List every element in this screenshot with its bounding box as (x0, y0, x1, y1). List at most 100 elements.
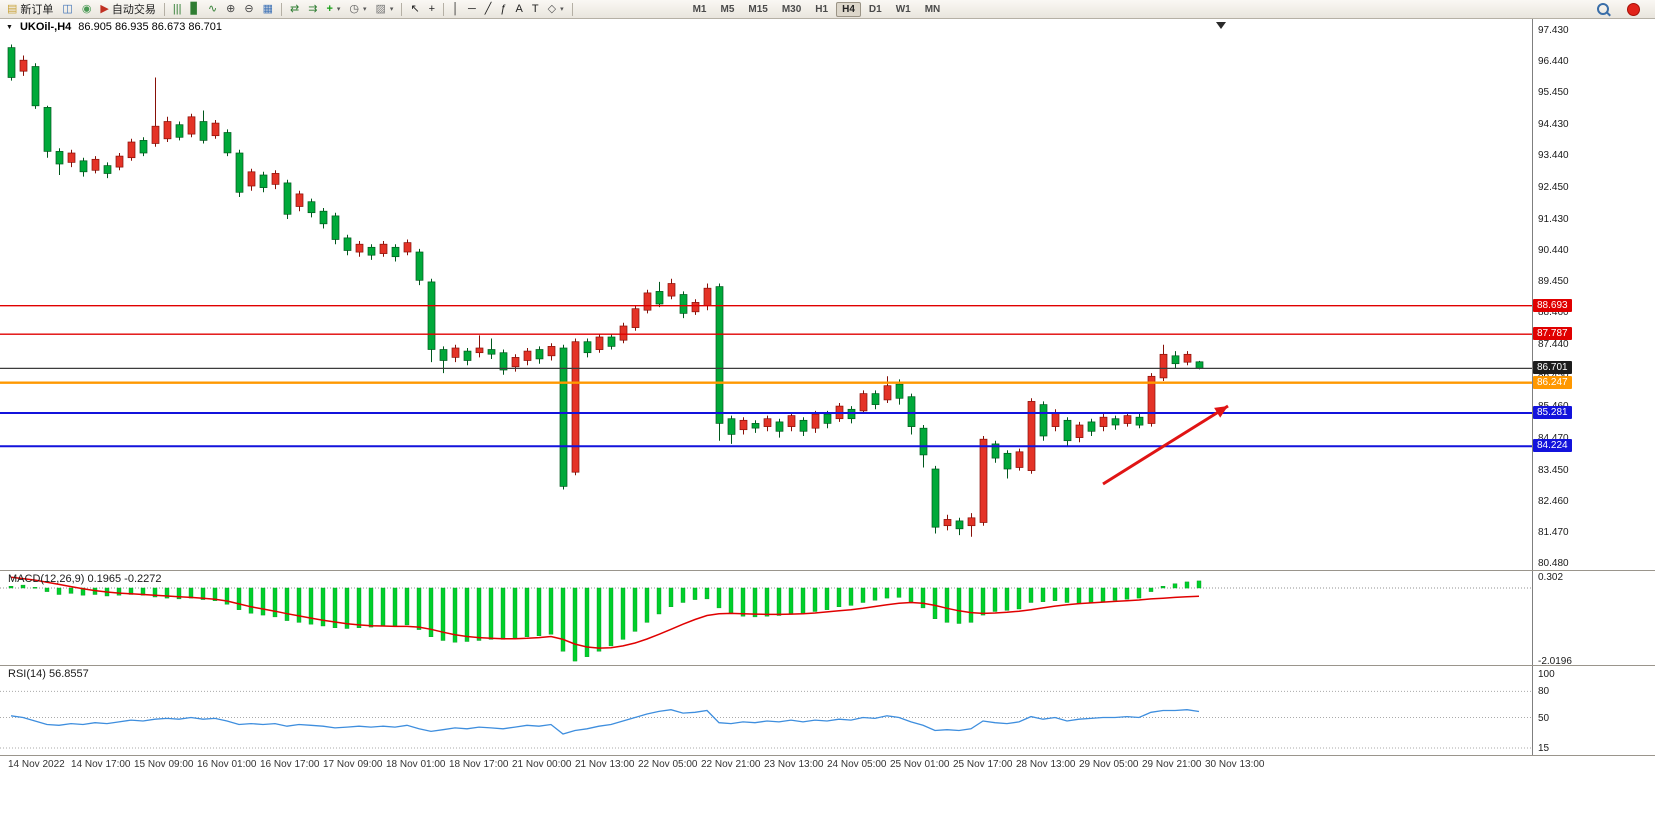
price-tag-87.787: 87.787 (1533, 327, 1572, 341)
price-axis-label: 88.460 (1538, 307, 1569, 319)
price-axis-label: 91.430 (1538, 213, 1569, 225)
candles-mode-button[interactable]: ▊ (186, 0, 202, 18)
zoom-in-icon: ⊕ (226, 3, 236, 15)
time-label: 29 Nov 05:00 (1079, 759, 1139, 770)
timeframe-m30[interactable]: M30 (781, 3, 802, 15)
panel-splitter[interactable] (0, 570, 1655, 571)
rsi-axis-label: 50 (1538, 712, 1550, 724)
price-tag-88.693: 88.693 (1533, 298, 1572, 312)
horizontal-line-button[interactable]: ─ (464, 0, 480, 18)
chart-shift-icon: ⇉ (308, 3, 318, 15)
time-label: 14 Nov 2022 (8, 759, 65, 770)
text-button[interactable]: A (512, 0, 527, 18)
time-label: 16 Nov 17:00 (260, 759, 320, 770)
zoom-out-icon: ⊖ (244, 3, 254, 15)
dropdown-arrow-icon: ▾ (336, 6, 341, 13)
new-order-button[interactable]: ▤ 新订单 (3, 0, 57, 18)
candlestick-icon: ▊ (190, 3, 199, 15)
new-order-button-label: 新订单 (20, 4, 54, 16)
charts-window-button[interactable]: ◫ (58, 0, 76, 18)
templates-button[interactable]: ▨ ▾ (372, 0, 398, 18)
trend-arrow-head (1214, 406, 1228, 418)
price-tag-84.224: 84.224 (1533, 439, 1572, 453)
timeframe-m5[interactable]: M5 (720, 3, 735, 15)
notification-button[interactable] (1623, 0, 1644, 18)
time-label: 22 Nov 05:00 (638, 759, 698, 770)
price-axis-label: 90.440 (1538, 244, 1569, 256)
toolbar-separator (401, 2, 403, 16)
zoom-out-button[interactable]: ⊖ (240, 0, 257, 18)
label-button[interactable]: T (528, 0, 543, 18)
timeframe-d1[interactable]: D1 (868, 3, 882, 15)
autotrading-icon: ▶ (100, 3, 109, 15)
crosshair-icon: + (428, 3, 436, 15)
macd-axis-label: 0.302 (1538, 572, 1564, 584)
macd-label: MACD(12,26,9) 0.1965 -0.2272 (8, 573, 162, 585)
price-axis-label: 94.430 (1538, 119, 1569, 131)
template-icon: ▨ (375, 3, 386, 15)
tile-windows-icon: ▦ (262, 3, 273, 15)
timeframe-w1[interactable]: W1 (895, 3, 911, 15)
market-watch-button[interactable]: ◉ (78, 0, 96, 18)
shapes-button[interactable]: ◇ ▾ (544, 0, 568, 18)
time-label: 15 Nov 09:00 (134, 759, 194, 770)
chart-symbol-period: UKOil-,H4 (19, 21, 72, 33)
price-axis-label: 96.440 (1538, 56, 1569, 68)
line-chart-icon: ∿ (207, 3, 218, 15)
rsi-axis-label: 100 (1538, 669, 1555, 680)
tile-windows-button[interactable]: ▦ (259, 0, 277, 18)
macd-panel-canvas[interactable] (0, 571, 1532, 665)
price-axis-label: 80.480 (1538, 558, 1569, 570)
trendline-button[interactable]: ╱ (481, 0, 496, 18)
fibonacci-icon: ƒ (500, 3, 507, 15)
dropdown-arrow-icon: ▾ (363, 6, 367, 13)
time-label: 21 Nov 00:00 (512, 759, 572, 770)
price-axis-label: 81.470 (1538, 526, 1569, 538)
main-toolbar: ▤ 新订单 ◫ ◉ ▶ 自动交易 ||| ▊ ∿ ⊕ ⊖ ▦ ⇄ ⇉ + ▾ ◷ ▾ ▨ ▾ ↖ + │ ─ ╱ ƒ A T ◇ ▾ M1 M… (0, 0, 1655, 19)
toolbar-right-group (1593, 0, 1652, 18)
price-axis-label: 82.460 (1538, 495, 1569, 507)
rsi-axis-label: 80 (1538, 686, 1550, 698)
trend-arrow[interactable] (1102, 404, 1229, 486)
price-axis-label: 92.450 (1538, 181, 1569, 193)
vertical-line-button[interactable]: │ (448, 0, 463, 18)
text-label-icon: T (531, 3, 539, 15)
auto-scroll-button[interactable]: ⇄ (286, 0, 303, 18)
timeframe-mn[interactable]: MN (924, 3, 941, 15)
price-axis-label: 83.450 (1538, 464, 1569, 476)
quotes-icon: ◉ (81, 3, 92, 15)
rsi-panel-canvas[interactable] (0, 666, 1532, 755)
vline-icon: │ (452, 3, 459, 15)
timeframe-h4[interactable]: H4 (836, 1, 861, 17)
search-button[interactable] (1593, 0, 1613, 18)
one-click-trading-icon[interactable]: ▼ (6, 23, 13, 31)
fibonacci-button[interactable]: ƒ (496, 0, 510, 18)
periods-button[interactable]: ◷ ▾ (345, 0, 370, 18)
price-tag-86.247: 86.247 (1533, 375, 1572, 389)
crosshair-button[interactable]: + (425, 0, 439, 18)
time-label: 25 Nov 01:00 (890, 759, 950, 770)
panel-splitter[interactable] (0, 665, 1655, 666)
bars-mode-button[interactable]: ||| (169, 0, 186, 18)
cursor-button[interactable]: ↖ (406, 0, 423, 18)
price-axis-label: 93.440 (1538, 150, 1569, 162)
trendline-icon: ╱ (484, 3, 492, 15)
indicators-button[interactable]: + ▾ (322, 0, 344, 18)
timeframe-m15[interactable]: M15 (748, 3, 768, 15)
time-scale[interactable]: 14 Nov 2022 14 Nov 17:00 15 Nov 09:00 16 No… (0, 756, 1532, 776)
text-icon: A (515, 3, 523, 15)
bar-shift-marker[interactable] (1216, 22, 1226, 29)
zoom-in-button[interactable]: ⊕ (222, 0, 239, 18)
price-chart-canvas[interactable] (0, 19, 1532, 570)
timeframe-m1[interactable]: M1 (692, 3, 707, 15)
search-icon (1597, 3, 1609, 15)
rsi-line (10, 709, 1200, 735)
chart-shift-button[interactable]: ⇉ (304, 0, 321, 18)
timeframe-h1[interactable]: H1 (815, 3, 829, 15)
time-label: 22 Nov 21:00 (701, 759, 761, 770)
time-label: 16 Nov 01:00 (197, 759, 257, 770)
line-mode-button[interactable]: ∿ (204, 0, 221, 18)
price-tag-85.281: 85.281 (1533, 406, 1572, 420)
time-scale-separator (0, 755, 1655, 756)
autotrading-button[interactable]: ▶ 自动交易 (96, 0, 159, 18)
